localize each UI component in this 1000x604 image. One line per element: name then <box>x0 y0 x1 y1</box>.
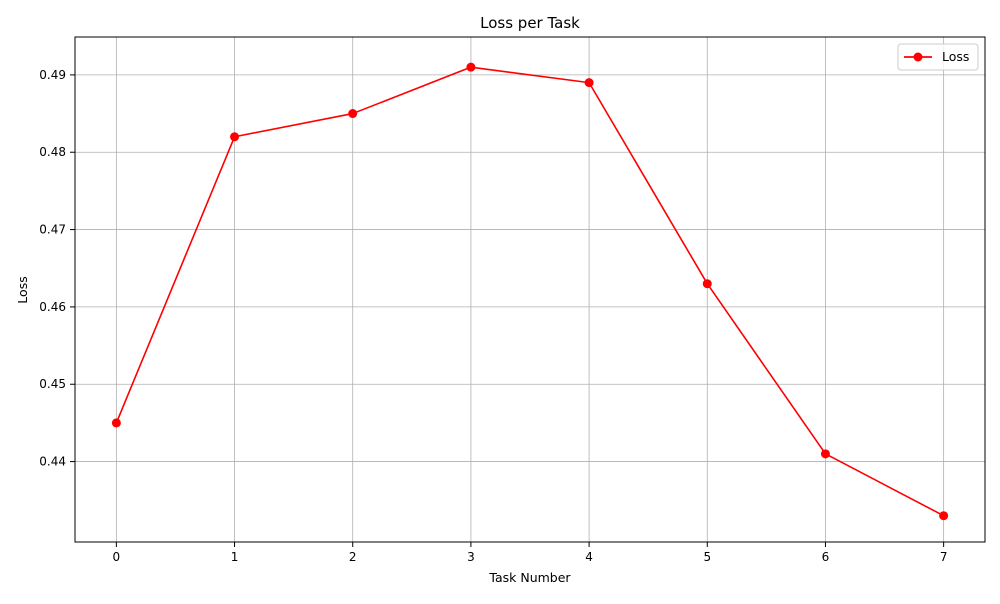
y-axis-label: Loss <box>15 276 30 303</box>
y-tick-label: 0.45 <box>39 377 66 391</box>
x-tick-label: 3 <box>467 550 475 564</box>
x-tick-label: 0 <box>113 550 121 564</box>
data-point <box>939 511 949 521</box>
x-tick-label: 1 <box>231 550 239 564</box>
y-tick-label: 0.47 <box>39 223 66 237</box>
legend-marker-sample <box>913 52 923 62</box>
x-tick-label: 2 <box>349 550 357 564</box>
series-layer <box>111 62 949 521</box>
data-point <box>111 418 121 428</box>
data-point <box>230 132 240 142</box>
data-point <box>702 279 712 289</box>
y-tick-label: 0.46 <box>39 300 66 314</box>
x-tick-label: 7 <box>940 550 948 564</box>
y-tick-label: 0.48 <box>39 145 66 159</box>
series-line <box>115 66 945 517</box>
x-tick-label: 5 <box>703 550 711 564</box>
x-axis-label: Task Number <box>488 570 571 585</box>
data-point <box>466 62 476 72</box>
y-tick-label: 0.44 <box>39 455 66 469</box>
x-tick-label: 4 <box>585 550 593 564</box>
axis-ticks: 0 1 2 3 4 5 6 7 0.44 0.45 0.46 0.47 0.48 0.49 <box>39 68 947 564</box>
legend-box <box>897 43 979 71</box>
data-point <box>584 78 594 88</box>
x-tick-label: 6 <box>822 550 830 564</box>
y-tick-label: 0.49 <box>39 68 66 82</box>
legend-label: Loss <box>942 49 969 64</box>
legend: Loss <box>897 43 979 71</box>
chart-title: Loss per Task <box>480 14 580 32</box>
plot-frame <box>74 36 986 543</box>
data-point <box>348 109 358 119</box>
data-point <box>820 449 830 459</box>
